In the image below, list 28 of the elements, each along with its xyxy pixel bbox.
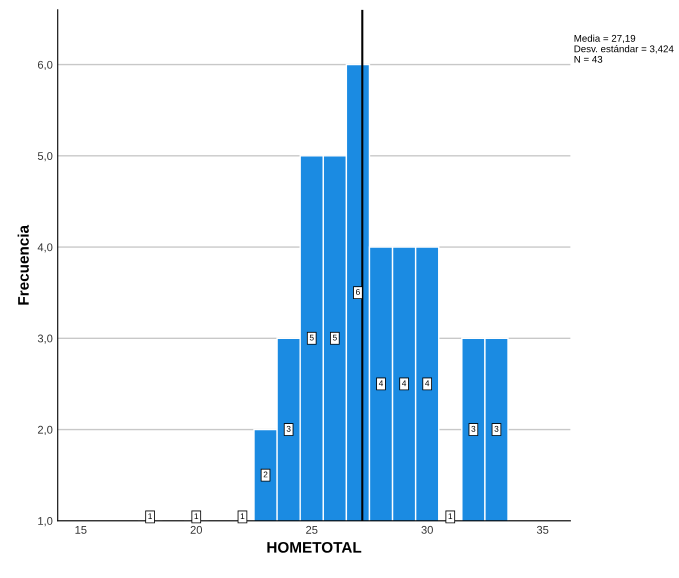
data-label: 5 [332, 334, 337, 341]
x-tick-label: 25 [306, 526, 318, 534]
data-label: 1 [240, 513, 244, 520]
y-axis-title: Frecuencia [18, 224, 29, 305]
y-tick-label: 3,0 [38, 334, 52, 344]
x-tick-label: 15 [75, 526, 87, 534]
data-label: 1 [194, 513, 198, 520]
x-axis-title: HOMETOTAL [267, 542, 362, 553]
data-label: 1 [448, 513, 452, 520]
text: Media = 27,19 Desv. estándar = 3,424 N = 43 [574, 34, 674, 63]
data-label: 6 [356, 289, 360, 295]
data-label: 4 [402, 380, 406, 386]
data-label: 1 [148, 513, 152, 520]
data-label: 3 [286, 426, 291, 432]
y-tick-label: 6,0 [38, 60, 52, 70]
y-tick-label: 4,0 [38, 243, 52, 252]
data-label: 5 [310, 334, 314, 341]
y-tick-label: 5,0 [38, 152, 52, 162]
y-tick-label: 1,0 [38, 517, 52, 526]
data-label: 4 [425, 380, 430, 386]
x-tick-label: 20 [190, 526, 202, 534]
data-label: 3 [471, 426, 476, 432]
data-label: 3 [494, 426, 498, 432]
y-tick-label: 2,0 [38, 426, 52, 435]
x-tick-label: 30 [421, 526, 433, 534]
data-label: 4 [378, 380, 384, 386]
data-label: 2 [264, 471, 268, 478]
x-tick-label: 35 [536, 526, 548, 534]
